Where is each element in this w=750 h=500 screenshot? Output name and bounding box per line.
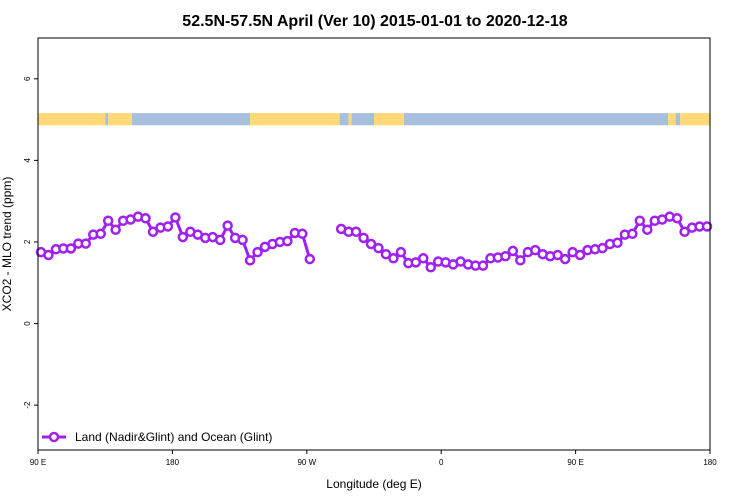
x-tick-label: 90 E xyxy=(30,458,46,467)
data-point xyxy=(147,226,159,238)
x-axis-label: Longitude (deg E) xyxy=(326,477,421,491)
legend: Land (Nadir&Glint) and Ocean (Glint) xyxy=(42,430,272,444)
y-tick-label: 0 xyxy=(23,321,32,326)
land-strip-segment xyxy=(374,113,404,126)
data-point xyxy=(634,215,646,226)
data-point xyxy=(110,224,121,235)
y-tick-label: -2 xyxy=(23,401,32,409)
data-point xyxy=(574,249,586,261)
plot-frame xyxy=(37,37,711,451)
legend-marker-swatch xyxy=(48,431,60,443)
x-tick-label: 180 xyxy=(703,458,717,467)
x-axis: 90 E 180 90 W 0 90 E 180 xyxy=(30,450,717,467)
data-point xyxy=(177,231,189,243)
data-point xyxy=(380,248,392,260)
data-point xyxy=(350,226,362,238)
land-strip-segment xyxy=(668,113,676,126)
data-point xyxy=(559,253,571,265)
data-point xyxy=(671,213,683,224)
data-point xyxy=(373,242,384,254)
y-axis-label: XCO2 - MLO trend (ppm) xyxy=(0,177,14,312)
ocean-strip-segment xyxy=(675,113,681,126)
data-point xyxy=(304,253,316,265)
data-point xyxy=(244,255,256,266)
y-axis: -2 0 2 4 6 xyxy=(23,76,38,409)
data-point xyxy=(214,234,226,246)
data-point xyxy=(388,253,399,264)
data-point xyxy=(425,262,436,273)
land-ocean-strip xyxy=(38,113,710,126)
y-tick-label: 4 xyxy=(23,158,32,163)
land-strip-segment xyxy=(250,113,340,126)
y-tick-label: 6 xyxy=(23,76,32,81)
data-point xyxy=(358,232,369,244)
data-point xyxy=(500,250,511,262)
data-point xyxy=(410,257,422,268)
data-point xyxy=(102,215,114,226)
data-point xyxy=(162,221,174,232)
land-strip-segment xyxy=(680,113,710,126)
x-tick-label: 90 E xyxy=(567,458,583,467)
chart-title: 52.5N-57.5N April (Ver 10) 2015-01-01 to… xyxy=(182,13,568,30)
ocean-strip-segment xyxy=(403,113,669,126)
land-strip-segment xyxy=(108,113,133,126)
data-series-layer xyxy=(35,211,713,273)
data-point xyxy=(507,245,519,257)
data-point xyxy=(597,242,608,254)
data-point xyxy=(477,260,489,271)
land-strip-segment xyxy=(348,113,352,126)
y-tick-label: 2 xyxy=(23,239,32,244)
data-point xyxy=(140,213,151,224)
data-point xyxy=(297,228,308,240)
data-point xyxy=(679,226,690,238)
data-point xyxy=(530,244,541,256)
data-point xyxy=(80,238,92,249)
x-tick-label: 180 xyxy=(166,458,180,467)
data-point xyxy=(252,246,263,258)
data-point xyxy=(65,243,77,254)
land-strip-segment xyxy=(38,113,106,126)
data-point xyxy=(612,237,623,249)
x-tick-label: 0 xyxy=(439,458,444,467)
data-point xyxy=(642,224,653,235)
data-point xyxy=(395,246,407,258)
data-point xyxy=(552,249,563,261)
data-point xyxy=(627,228,638,240)
data-point xyxy=(222,220,233,231)
ocean-strip-segment xyxy=(132,113,251,126)
ocean-strip-segment xyxy=(105,113,109,126)
data-point xyxy=(237,234,248,246)
series-line xyxy=(40,215,312,262)
ocean-strip-segment xyxy=(339,113,349,126)
x-tick-label: 90 W xyxy=(297,458,316,467)
data-point xyxy=(701,221,713,232)
data-point xyxy=(95,228,106,240)
data-point xyxy=(282,235,293,247)
data-point xyxy=(418,253,429,264)
data-point xyxy=(515,255,526,266)
ocean-strip-segment xyxy=(351,113,374,126)
legend-entry-label: Land (Nadir&Glint) and Ocean (Glint) xyxy=(75,430,272,444)
data-point xyxy=(170,212,181,223)
data-point xyxy=(365,238,377,250)
data-point xyxy=(43,249,54,261)
